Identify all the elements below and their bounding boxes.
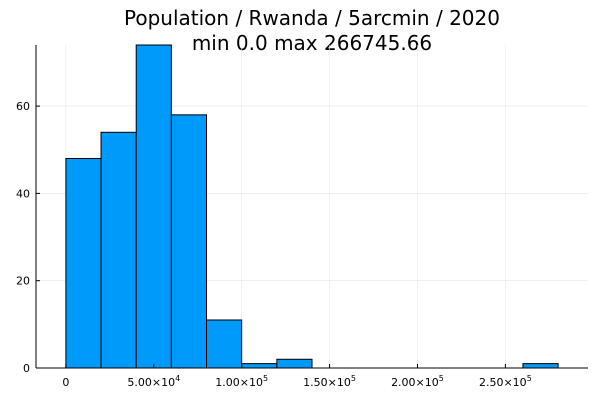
y-tick-labels: 0 20 40 60 bbox=[16, 100, 30, 375]
y-tick-label-1: 20 bbox=[16, 275, 30, 288]
x-tick-labels: 0 5.00×104 1.00×105 1.50×105 2.00×105 2.50×10… bbox=[62, 374, 531, 389]
y-tick-label-0: 0 bbox=[23, 362, 30, 375]
histogram-bar-3 bbox=[170, 114, 208, 369]
histogram-bar-5 bbox=[241, 363, 278, 369]
x-tick-label-2: 1.00×105 bbox=[215, 374, 268, 389]
histogram-bar-6 bbox=[276, 358, 313, 369]
histogram-bar-2 bbox=[135, 44, 172, 369]
histogram-bar-4 bbox=[206, 319, 243, 369]
histogram-bar-13 bbox=[522, 363, 559, 369]
chart-title-line1: Population / Rwanda / 5arcmin / 2020 bbox=[124, 6, 500, 30]
histogram-bar-0 bbox=[65, 157, 102, 369]
x-tick-label-5: 2.50×105 bbox=[479, 374, 532, 389]
y-tick-label-3: 60 bbox=[16, 100, 30, 113]
y-tick-label-2: 40 bbox=[16, 187, 30, 200]
axes bbox=[35, 45, 588, 369]
x-tick-label-3: 1.50×105 bbox=[303, 374, 356, 389]
histogram-bar-1 bbox=[100, 131, 137, 369]
chart-title-line2: min 0.0 max 266745.66 bbox=[192, 31, 432, 55]
x-tick-label-1: 5.00×104 bbox=[127, 374, 180, 389]
x-tick-label-4: 2.00×105 bbox=[391, 374, 444, 389]
x-tick-label-0: 0 bbox=[62, 376, 69, 389]
histogram-bars bbox=[65, 44, 559, 369]
